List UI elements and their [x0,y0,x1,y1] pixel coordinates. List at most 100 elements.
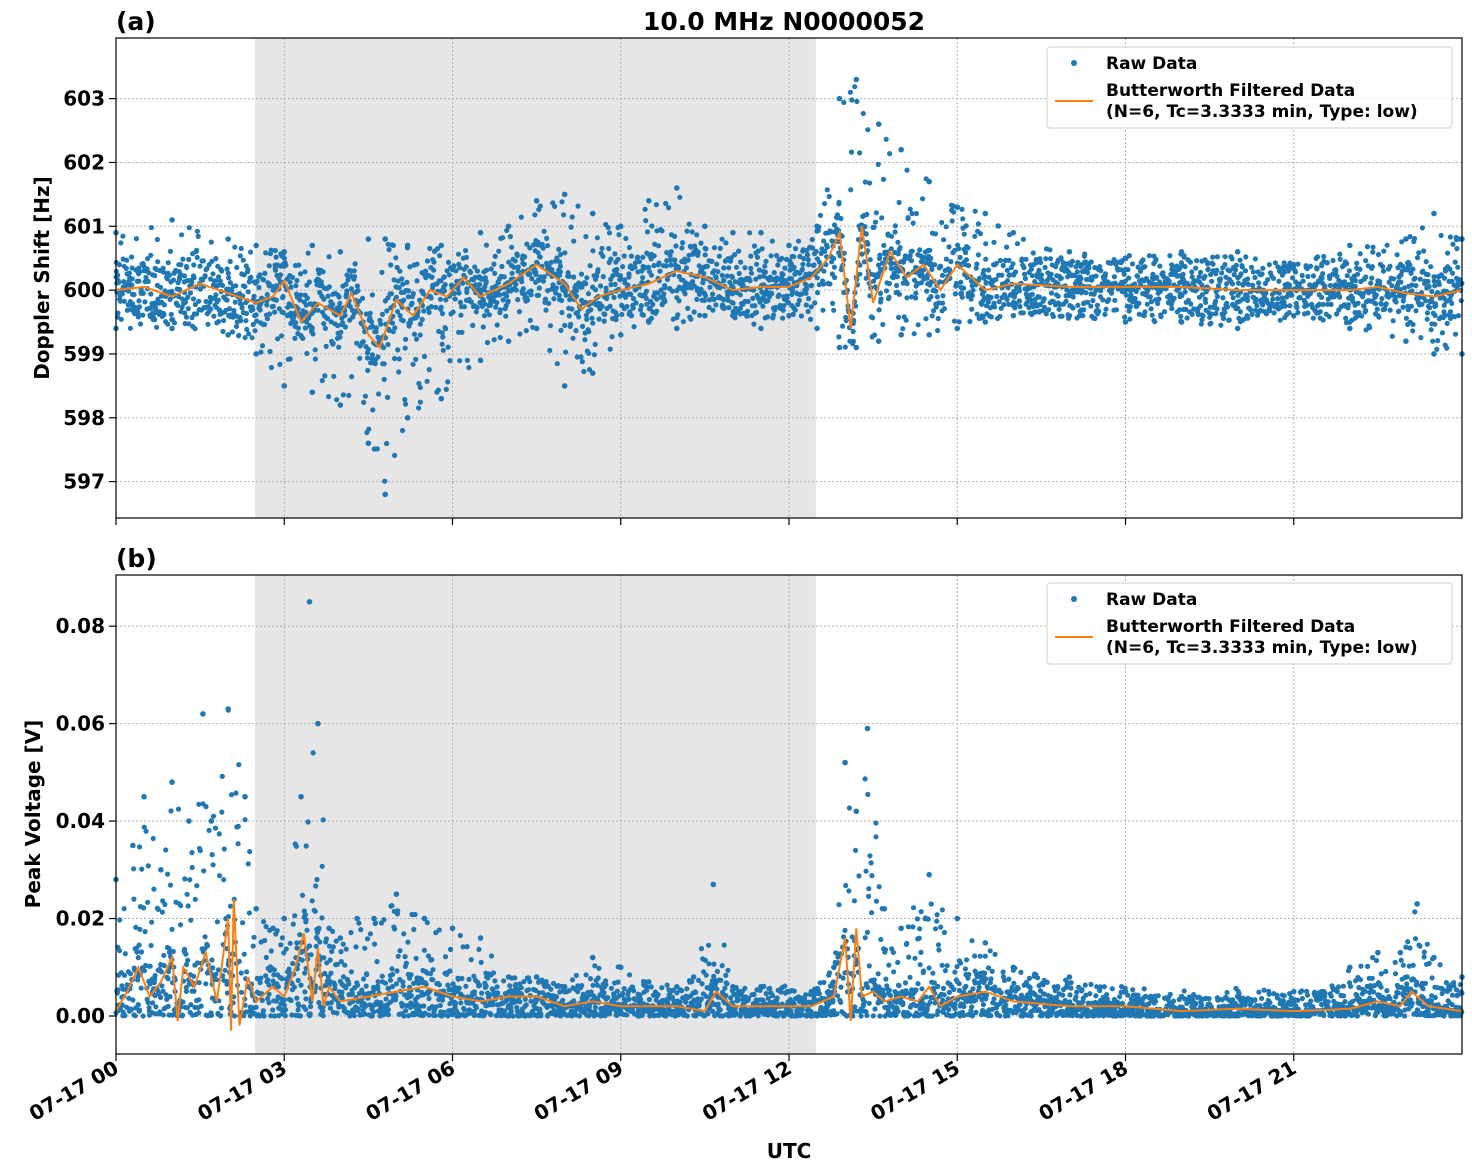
legend-filtered-label-2: (N=6, Tc=3.3333 min, Type: low) [1106,638,1418,658]
raw-extreme-point [853,808,860,815]
raw-extreme-point [898,925,904,932]
y-tick-label: 0.00 [56,1004,105,1028]
raw-extreme-point [645,979,652,985]
raw-extreme-point [438,242,445,249]
raw-extreme-point [561,983,568,990]
raw-extreme-point [449,925,456,932]
raw-extreme-point [298,793,304,800]
raw-extreme-point [1347,325,1353,332]
panel-a-x-ticks [115,518,1295,525]
raw-extreme-point [1178,319,1185,325]
y-tick-label: 597 [63,470,105,494]
raw-extreme-point [1178,993,1185,1000]
raw-extreme-point [158,867,164,873]
x-tick-label: 07-17 06 [361,1056,459,1126]
legend-frame [1046,582,1453,665]
raw-extreme-point [786,988,792,995]
raw-extreme-point [421,915,428,922]
x-tick-label: 07-17 15 [866,1056,964,1126]
raw-extreme-point [881,905,888,912]
raw-extreme-point [169,325,175,332]
panel-a-label: (a) [116,7,156,36]
raw-extreme-point [589,210,596,217]
x-tick-label: 07-17 00 [25,1056,123,1126]
raw-extreme-point [954,325,961,332]
raw-extreme-point [337,249,344,255]
raw-extreme-point [225,236,231,242]
raw-extreme-point [1347,964,1353,971]
raw-extreme-point [200,711,206,717]
raw-extreme-point [225,332,231,338]
legend-raw-label: Raw Data [1106,54,1197,74]
raw-extreme-point [710,881,717,888]
raw-extreme-point [306,599,313,605]
raw-extreme-point [561,383,568,389]
raw-extreme-point [281,249,288,255]
raw-extreme-point [309,389,316,396]
raw-extreme-point [477,229,484,236]
raw-extreme-point [1122,319,1129,325]
raw-extreme-point [337,935,344,941]
raw-data-points [113,84,1465,484]
raw-extreme-point [533,325,540,332]
legend-filtered-label-1: Butterworth Filtered Data [1106,81,1355,101]
raw-extreme-point [505,974,512,980]
raw-extreme-point [786,312,792,319]
x-tick-label: 07-17 09 [530,1056,628,1126]
raw-extreme-point [1178,249,1185,255]
raw-extreme-point [982,210,989,217]
raw-extreme-point [1234,325,1241,332]
raw-extreme-point [561,191,568,198]
raw-extreme-point [1234,249,1241,255]
panel-b-label: (b) [116,544,157,573]
raw-extreme-point [814,325,820,332]
raw-extreme-point [337,402,344,408]
raw-extreme-point [758,229,764,236]
raw-extreme-point [1431,351,1437,357]
panel-b-x-ticks: 07-17 00 07-17 03 07-17 06 07-17 09 07-17 12… [25,1054,1300,1126]
raw-extreme-point [1414,901,1420,907]
raw-extreme-point [875,338,882,344]
legend-raw-marker [1071,60,1077,66]
raw-extreme-point [270,925,276,932]
raw-extreme-point [354,915,360,922]
raw-extreme-point [505,338,512,344]
raw-extreme-point [533,974,540,980]
raw-extreme-point [853,344,860,351]
panel-a: 597 598 599 600 601 602 603 Doppler Shift [Hz]… [30,37,1465,525]
raw-extreme-point [926,871,933,878]
y-tick-label: 0.08 [56,614,105,638]
raw-extreme-point [169,779,175,785]
raw-extreme-point [836,95,843,102]
raw-extreme-point [954,204,961,210]
raw-extreme-point [1431,210,1437,217]
raw-extreme-point [814,223,820,230]
raw-extreme-point [315,720,321,727]
figure-title: 10.0 MHz N0000052 [643,7,925,36]
raw-extreme-point [645,319,652,325]
panel-b-y-ticks: 0.00 0.02 0.04 0.06 0.08 [56,614,116,1028]
raw-extreme-point [253,242,260,249]
raw-extreme-point [365,236,372,242]
raw-extreme-point [130,842,136,849]
panel-a-ylabel: Doppler Shift [Hz] [30,176,54,380]
raw-extreme-point [505,223,512,230]
raw-extreme-point [730,312,736,319]
legend-filtered-label-1: Butterworth Filtered Data [1106,617,1355,637]
raw-extreme-point [281,915,288,922]
raw-extreme-point [674,185,680,191]
raw-extreme-point [617,332,624,338]
raw-data-points [113,707,1465,1019]
legend-raw-marker [1071,596,1077,602]
raw-extreme-point [589,954,596,961]
raw-extreme-point [393,891,400,897]
raw-extreme-point [533,197,540,204]
raw-extreme-point [898,332,904,338]
raw-extreme-point [1066,249,1073,255]
raw-extreme-point [371,915,377,922]
raw-extreme-point [365,440,372,447]
raw-extreme-point [702,312,708,319]
raw-extreme-point [1347,242,1353,249]
raw-extreme-point [1290,312,1297,319]
